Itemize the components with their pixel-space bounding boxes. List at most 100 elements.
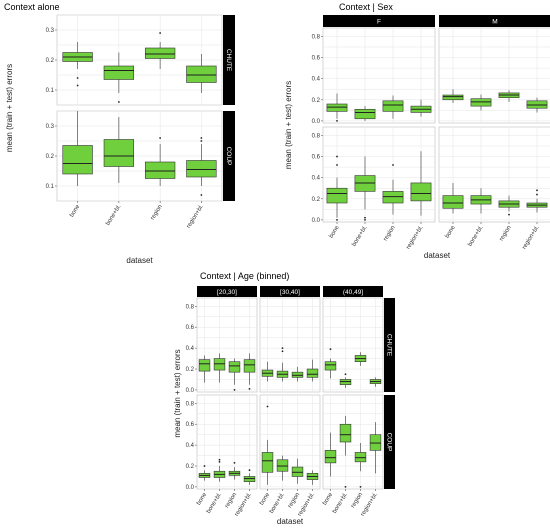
y-tick-label: 0.6	[312, 56, 321, 62]
y-tick-label: 0.3	[46, 28, 55, 34]
box-body	[306, 368, 319, 378]
box-bone	[324, 348, 337, 379]
box-body	[144, 47, 176, 59]
box-body	[382, 100, 404, 112]
box-region	[291, 458, 304, 484]
outlier-point	[218, 458, 221, 461]
outlier-point	[159, 137, 162, 139]
box-region	[228, 461, 241, 480]
box-region	[382, 95, 404, 119]
y-axis-label: mean (train + test) errors	[5, 64, 14, 152]
box-region+bl.	[526, 97, 548, 113]
panel-background	[196, 297, 258, 393]
box-region	[228, 358, 241, 391]
y-tick-label: 0.6	[312, 155, 321, 161]
panel	[322, 126, 436, 223]
panel	[196, 297, 258, 393]
panel	[56, 14, 223, 106]
panel	[438, 126, 550, 223]
box-body	[354, 452, 367, 463]
outlier-point	[203, 465, 206, 467]
chart-title: Context | Sex	[339, 2, 393, 12]
column-strip	[323, 15, 435, 27]
y-tick-label: 0.4	[312, 77, 321, 83]
outlier-point	[248, 387, 251, 390]
box-body	[103, 139, 135, 167]
box-region	[144, 137, 176, 186]
panel	[259, 297, 321, 393]
y-tick-label: 0.4	[312, 176, 321, 182]
row-strip-label: CHUTE	[225, 49, 232, 72]
box-bone	[62, 111, 93, 186]
y-axis-label: mean (train + test) errors	[284, 81, 293, 169]
box-body	[144, 161, 176, 179]
outlier-point	[536, 189, 538, 192]
y-tick-label: 0.8	[186, 304, 195, 310]
box-region+bl.	[186, 137, 217, 196]
box-body	[228, 361, 241, 373]
box-region+bl.	[306, 470, 319, 485]
panel	[259, 394, 321, 490]
column-strip-label: F	[377, 19, 381, 26]
y-tick-label: 0.8	[312, 133, 321, 139]
box-body	[410, 182, 432, 202]
box-region+bl.	[410, 151, 432, 216]
box-body	[369, 434, 382, 451]
outlier-point	[344, 373, 347, 376]
box-bone+bl.	[103, 52, 135, 103]
panel-background	[259, 297, 321, 393]
x-tick-label: region	[224, 492, 238, 509]
box-body	[291, 466, 304, 477]
outlier-point	[281, 347, 284, 350]
box-region+bl.	[306, 359, 319, 382]
box-region+bl.	[369, 422, 382, 474]
box-bone+bl.	[470, 188, 492, 214]
row-strip-label: COUP	[225, 147, 232, 166]
box-region	[498, 90, 520, 102]
outlier-point	[329, 348, 332, 351]
x-tick-label: bone	[196, 491, 209, 506]
panel	[322, 27, 436, 124]
outlier-point	[344, 486, 347, 488]
box-bone+bl.	[276, 455, 289, 481]
outlier-point	[76, 77, 79, 79]
panel	[196, 394, 258, 490]
outlier-point	[248, 469, 251, 472]
y-tick-label: 0.6	[186, 422, 195, 428]
box-bone+bl.	[276, 347, 289, 382]
box-bone	[442, 89, 464, 103]
column-strip	[197, 286, 257, 297]
x-axis-label: dataset	[277, 517, 304, 526]
outlier-point	[364, 218, 366, 221]
x-tick-label: region	[150, 204, 164, 221]
box-region+bl.	[186, 54, 217, 93]
box-body	[354, 175, 376, 192]
row-strip	[384, 298, 395, 392]
box-body	[324, 450, 337, 464]
y-tick-label: 0.1	[46, 184, 55, 190]
outlier-point	[200, 137, 203, 139]
panel	[322, 394, 384, 490]
box-bone+bl.	[354, 156, 376, 221]
y-tick-label: 0.3	[46, 124, 55, 130]
x-tick-label: bone+bl.	[351, 225, 369, 248]
box-body	[62, 145, 93, 175]
row-strip-label: COUP	[386, 433, 393, 452]
row-strip	[223, 111, 235, 201]
y-tick-label: 0.0	[312, 218, 321, 224]
box-body	[186, 160, 217, 178]
box-bone	[442, 182, 464, 214]
box-body	[526, 100, 548, 109]
box-region	[144, 32, 176, 69]
x-tick-label: region	[350, 492, 364, 509]
box-body	[243, 359, 256, 373]
column-strip-label: [20,30]	[217, 289, 237, 296]
box-region+bl.	[243, 469, 256, 485]
panel-background	[438, 27, 550, 124]
box-region	[354, 352, 367, 366]
column-strip	[323, 286, 383, 297]
box-bone+bl.	[213, 353, 226, 383]
outlier-point	[359, 486, 362, 488]
box-body	[198, 359, 211, 372]
box-bone+bl.	[103, 117, 135, 183]
